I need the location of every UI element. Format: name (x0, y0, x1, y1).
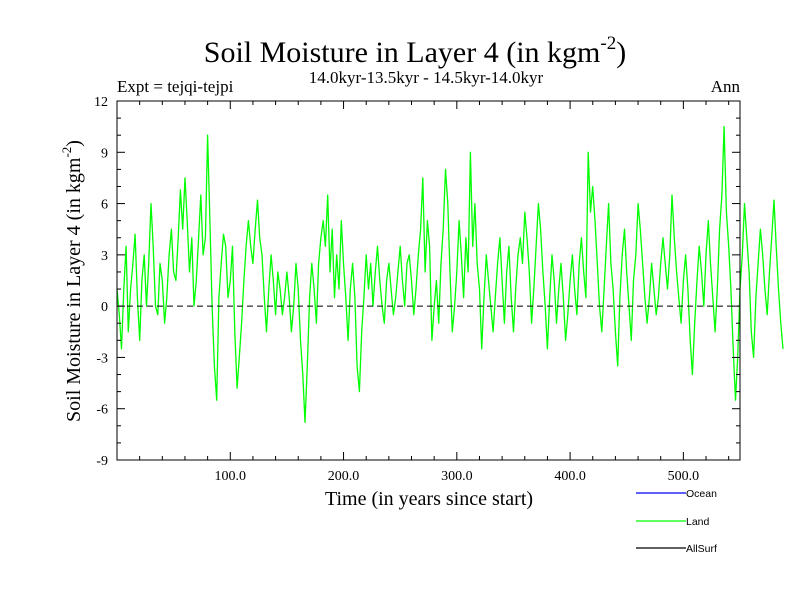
experiment-label: Expt = tejqi-tejpi (117, 77, 234, 96)
y-tick-labels: -9 -6 -3 0 3 6 9 12 (94, 95, 108, 469)
chart-title: Soil Moisture in Layer 4 (in kgm-2) (204, 33, 626, 69)
x-tick-labels: 100.0 200.0 300.0 400.0 500.0 (215, 469, 700, 484)
x-axis-label: Time (in years since start) (325, 488, 533, 510)
y-tick-label: 12 (94, 95, 108, 110)
legend-label-ocean: Ocean (686, 488, 717, 500)
legend-item-allsurf: AllSurf (636, 543, 717, 555)
y-axis-label-superscript: -2 (59, 147, 74, 158)
y-tick-label: 9 (101, 146, 108, 161)
series-line-land (116, 125, 784, 424)
chart-subtitle: 14.0kyr-13.5kyr - 14.5kyr-14.0kyr (309, 68, 544, 87)
ticks-group (117, 100, 740, 461)
legend-item-land: Land (636, 516, 710, 528)
plot-frame (116, 100, 741, 461)
x-tick-label: 200.0 (328, 469, 360, 484)
y-tick-label: 0 (101, 300, 108, 315)
y-tick-label: 3 (101, 249, 108, 264)
legend: Ocean Land AllSurf (636, 488, 717, 555)
chart-title-superscript: -2 (600, 33, 616, 54)
y-tick-label: -3 (96, 351, 108, 366)
series-group (116, 125, 784, 424)
y-axis-label: Soil Moisture in Layer 4 (in kgm-2) (59, 140, 85, 422)
x-tick-label: 500.0 (668, 469, 700, 484)
legend-label-land: Land (686, 516, 710, 528)
x-tick-label: 300.0 (441, 469, 473, 484)
y-tick-label: 6 (101, 198, 108, 213)
season-label: Ann (711, 77, 741, 96)
x-tick-label: 100.0 (215, 469, 247, 484)
legend-label-allsurf: AllSurf (686, 543, 717, 555)
x-tick-label: 400.0 (554, 469, 586, 484)
y-tick-label: -9 (96, 454, 108, 469)
y-tick-label: -6 (96, 403, 108, 418)
y-axis-label-end: ) (63, 140, 85, 147)
chart-title-end: ) (616, 36, 626, 69)
legend-item-ocean: Ocean (636, 488, 717, 500)
